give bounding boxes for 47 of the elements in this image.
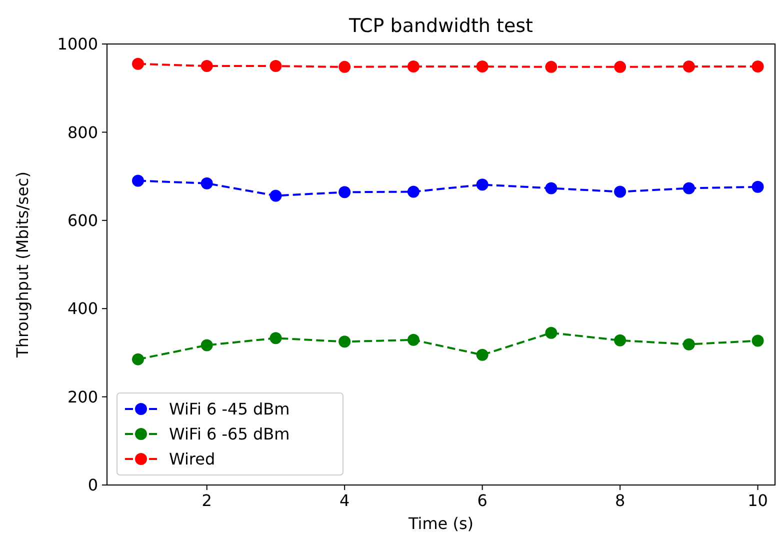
point (338, 336, 351, 348)
point (545, 182, 558, 194)
point (407, 334, 420, 346)
point (682, 182, 695, 194)
point (476, 348, 488, 361)
point (614, 60, 626, 73)
x-axis-title: Time (s) (407, 514, 474, 533)
point (200, 60, 213, 72)
point (752, 60, 764, 72)
point (270, 332, 282, 344)
point (270, 60, 282, 72)
point (132, 174, 144, 187)
y-tick-label: 200 (67, 387, 98, 406)
chart-title: TCP bandwidth test (348, 15, 533, 37)
point (682, 338, 695, 350)
x-tick-label: 6 (477, 491, 488, 510)
legend-label: WiFi 6 -65 dBm (169, 424, 290, 444)
legend-label: Wired (169, 450, 216, 469)
y-tick-label: 600 (67, 211, 98, 230)
legend-label: WiFi 6 -45 dBm (169, 400, 290, 419)
point (545, 326, 558, 339)
y-tick-label: 400 (67, 299, 98, 318)
point (338, 186, 351, 198)
point (682, 60, 695, 72)
point (614, 186, 626, 198)
x-tick-label: 8 (614, 491, 626, 510)
x-tick-label: 2 (202, 491, 212, 510)
y-tick-label: 800 (67, 122, 98, 142)
point (338, 60, 351, 73)
point (752, 334, 764, 347)
point (132, 58, 144, 70)
point (132, 353, 144, 366)
point (407, 186, 420, 198)
point (270, 190, 282, 202)
point (545, 60, 558, 73)
x-tick-label: 4 (339, 491, 350, 510)
point (752, 180, 764, 193)
point (407, 60, 420, 72)
point (476, 60, 488, 72)
y-tick-label: 0 (88, 476, 98, 495)
x-tick-label: 10 (748, 491, 768, 510)
point (200, 339, 213, 352)
point (476, 178, 488, 191)
y-axis-title: Throughput (Mbits/sec) (13, 172, 32, 358)
point (614, 334, 626, 346)
point (200, 177, 213, 190)
y-tick-label: 1000 (57, 34, 98, 54)
